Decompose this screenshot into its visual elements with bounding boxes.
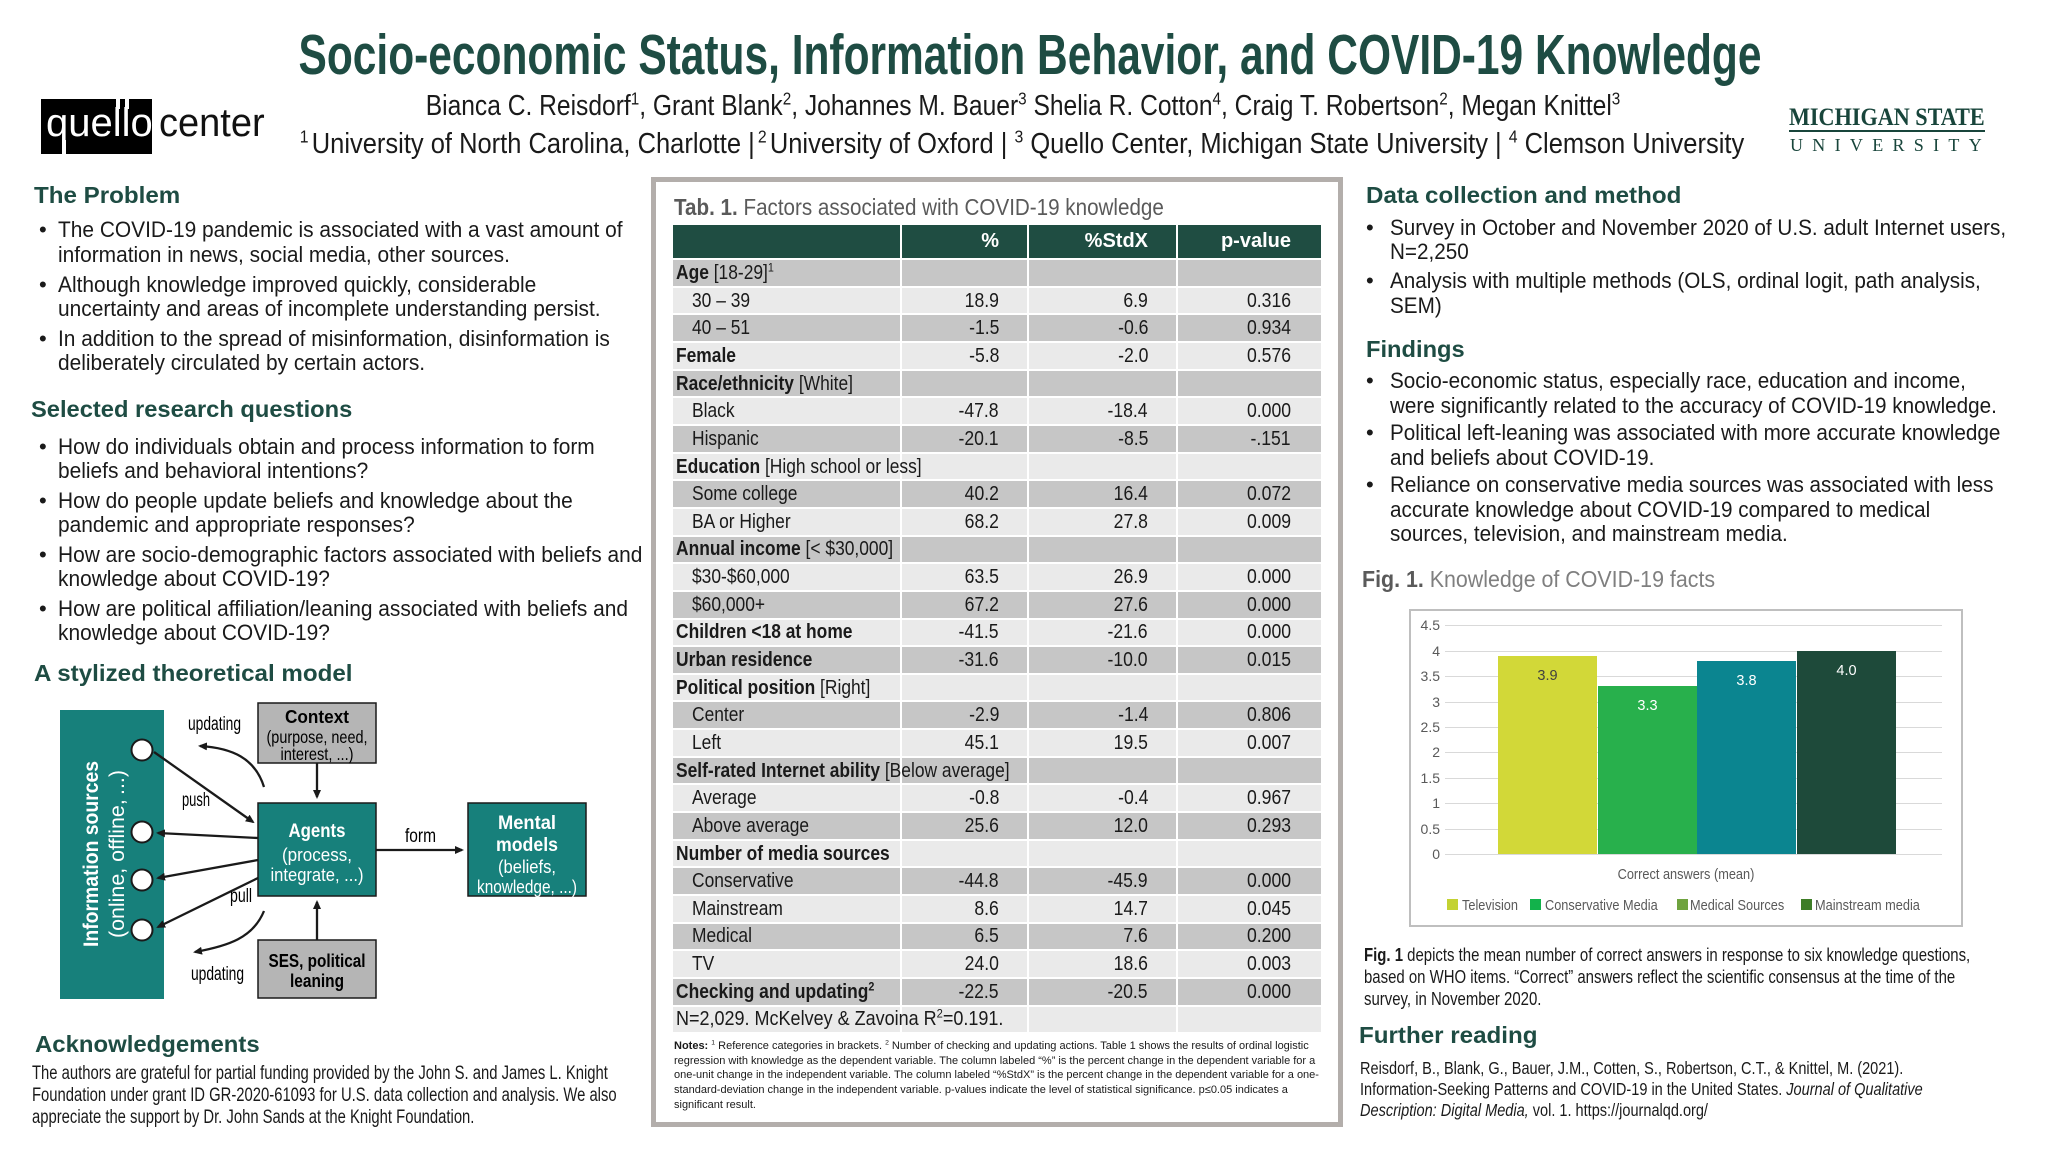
svg-text:(process,: (process, bbox=[282, 845, 352, 865]
svg-text:form: form bbox=[405, 826, 436, 847]
svg-text:Agents: Agents bbox=[289, 821, 346, 842]
svg-text:(beliefs,: (beliefs, bbox=[498, 857, 556, 877]
svg-text:integrate, ...): integrate, ...) bbox=[271, 865, 364, 885]
svg-text:interest, ...): interest, ...) bbox=[281, 744, 354, 764]
svg-text:SES, political: SES, political bbox=[269, 950, 366, 971]
svg-text:Mental: Mental bbox=[498, 812, 556, 834]
svg-text:models: models bbox=[496, 834, 558, 856]
svg-text:leaning: leaning bbox=[290, 970, 344, 991]
svg-text:Information sources: Information sources bbox=[80, 761, 103, 947]
svg-text:(purpose, need,: (purpose, need, bbox=[267, 727, 368, 747]
svg-text:updating: updating bbox=[191, 964, 244, 985]
svg-text:pull: pull bbox=[230, 886, 252, 907]
svg-text:push: push bbox=[182, 790, 210, 811]
svg-text:(online, offline, ...): (online, offline, ...) bbox=[106, 770, 129, 938]
svg-text:updating: updating bbox=[188, 714, 241, 735]
svg-text:Context: Context bbox=[285, 706, 349, 727]
svg-text:knowledge, ...): knowledge, ...) bbox=[477, 877, 577, 897]
